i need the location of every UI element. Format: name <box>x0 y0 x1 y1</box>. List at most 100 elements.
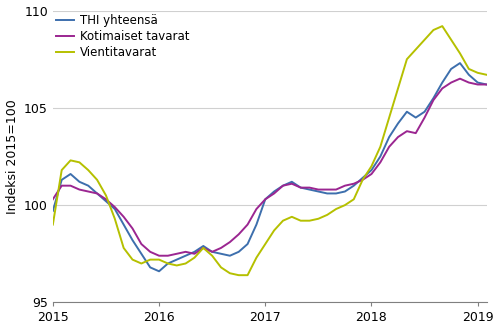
Vientitavarat <box>360 178 366 182</box>
Vientitavarat <box>130 258 136 262</box>
Kotimaiset tavarat <box>316 187 322 191</box>
Vientitavarat <box>280 219 286 223</box>
THI yhteensä <box>378 154 384 158</box>
Kotimaiset tavarat <box>209 250 215 254</box>
THI yhteensä <box>333 191 339 195</box>
Vientitavarat <box>68 158 73 162</box>
THI yhteensä <box>156 269 162 273</box>
Kotimaiset tavarat <box>50 197 56 201</box>
THI yhteensä <box>192 250 198 254</box>
Vientitavarat <box>271 228 277 232</box>
Kotimaiset tavarat <box>333 187 339 191</box>
THI yhteensä <box>244 242 250 246</box>
Vientitavarat <box>262 242 268 246</box>
THI yhteensä <box>404 110 410 114</box>
Vientitavarat <box>244 273 250 277</box>
Kotimaiset tavarat <box>271 191 277 195</box>
THI yhteensä <box>395 121 401 125</box>
Vientitavarat <box>298 219 304 223</box>
Vientitavarat <box>236 273 242 277</box>
Kotimaiset tavarat <box>422 115 428 119</box>
Kotimaiset tavarat <box>86 189 91 193</box>
Vientitavarat <box>147 258 153 262</box>
Vientitavarat <box>386 115 392 119</box>
Kotimaiset tavarat <box>378 160 384 164</box>
Line: Vientitavarat: Vientitavarat <box>53 26 486 275</box>
Vientitavarat <box>351 197 357 201</box>
THI yhteensä <box>174 258 180 262</box>
Kotimaiset tavarat <box>244 223 250 227</box>
Vientitavarat <box>94 178 100 182</box>
THI yhteensä <box>112 207 118 211</box>
Kotimaiset tavarat <box>138 242 144 246</box>
Vientitavarat <box>316 217 322 221</box>
Kotimaiset tavarat <box>165 254 171 258</box>
Kotimaiset tavarat <box>58 184 64 188</box>
THI yhteensä <box>430 96 436 100</box>
Vientitavarat <box>86 168 91 172</box>
Vientitavarat <box>120 246 126 250</box>
Vientitavarat <box>218 265 224 269</box>
THI yhteensä <box>227 254 233 258</box>
Kotimaiset tavarat <box>440 86 446 90</box>
THI yhteensä <box>182 254 188 258</box>
THI yhteensä <box>474 81 480 84</box>
Kotimaiset tavarat <box>262 197 268 201</box>
Vientitavarat <box>395 86 401 90</box>
THI yhteensä <box>58 178 64 182</box>
Vientitavarat <box>404 57 410 61</box>
Vientitavarat <box>306 219 312 223</box>
Kotimaiset tavarat <box>174 252 180 256</box>
THI yhteensä <box>68 172 73 176</box>
THI yhteensä <box>368 168 374 172</box>
THI yhteensä <box>86 184 91 188</box>
THI yhteensä <box>236 250 242 254</box>
Vientitavarat <box>174 263 180 267</box>
THI yhteensä <box>138 252 144 256</box>
Kotimaiset tavarat <box>68 184 73 188</box>
THI yhteensä <box>342 189 348 193</box>
THI yhteensä <box>130 238 136 242</box>
Kotimaiset tavarat <box>466 81 472 84</box>
Kotimaiset tavarat <box>342 184 348 188</box>
Kotimaiset tavarat <box>368 172 374 176</box>
THI yhteensä <box>271 189 277 193</box>
THI yhteensä <box>200 244 206 248</box>
Kotimaiset tavarat <box>457 77 463 81</box>
Vientitavarat <box>227 271 233 275</box>
Line: Kotimaiset tavarat: Kotimaiset tavarat <box>53 79 486 256</box>
Vientitavarat <box>430 28 436 32</box>
Vientitavarat <box>474 71 480 75</box>
Kotimaiset tavarat <box>192 252 198 256</box>
Kotimaiset tavarat <box>94 191 100 195</box>
THI yhteensä <box>218 252 224 256</box>
THI yhteensä <box>147 265 153 269</box>
Vientitavarat <box>289 215 295 219</box>
Kotimaiset tavarat <box>298 186 304 190</box>
THI yhteensä <box>440 81 446 84</box>
Y-axis label: Indeksi 2015=100: Indeksi 2015=100 <box>6 99 18 214</box>
Line: THI yhteensä: THI yhteensä <box>53 63 486 271</box>
Vientitavarat <box>440 24 446 28</box>
Vientitavarat <box>112 217 118 221</box>
Kotimaiset tavarat <box>395 135 401 139</box>
Vientitavarat <box>76 160 82 164</box>
Vientitavarat <box>50 223 56 227</box>
Kotimaiset tavarat <box>254 207 260 211</box>
Vientitavarat <box>342 203 348 207</box>
THI yhteensä <box>165 261 171 265</box>
Kotimaiset tavarat <box>474 82 480 86</box>
Vientitavarat <box>484 73 490 77</box>
Kotimaiset tavarat <box>76 187 82 191</box>
THI yhteensä <box>280 184 286 188</box>
THI yhteensä <box>457 61 463 65</box>
Kotimaiset tavarat <box>218 246 224 250</box>
Kotimaiset tavarat <box>351 182 357 186</box>
Vientitavarat <box>412 48 418 51</box>
Vientitavarat <box>103 193 109 197</box>
Vientitavarat <box>58 168 64 172</box>
Vientitavarat <box>182 261 188 265</box>
Kotimaiset tavarat <box>306 186 312 190</box>
Vientitavarat <box>333 207 339 211</box>
THI yhteensä <box>316 189 322 193</box>
